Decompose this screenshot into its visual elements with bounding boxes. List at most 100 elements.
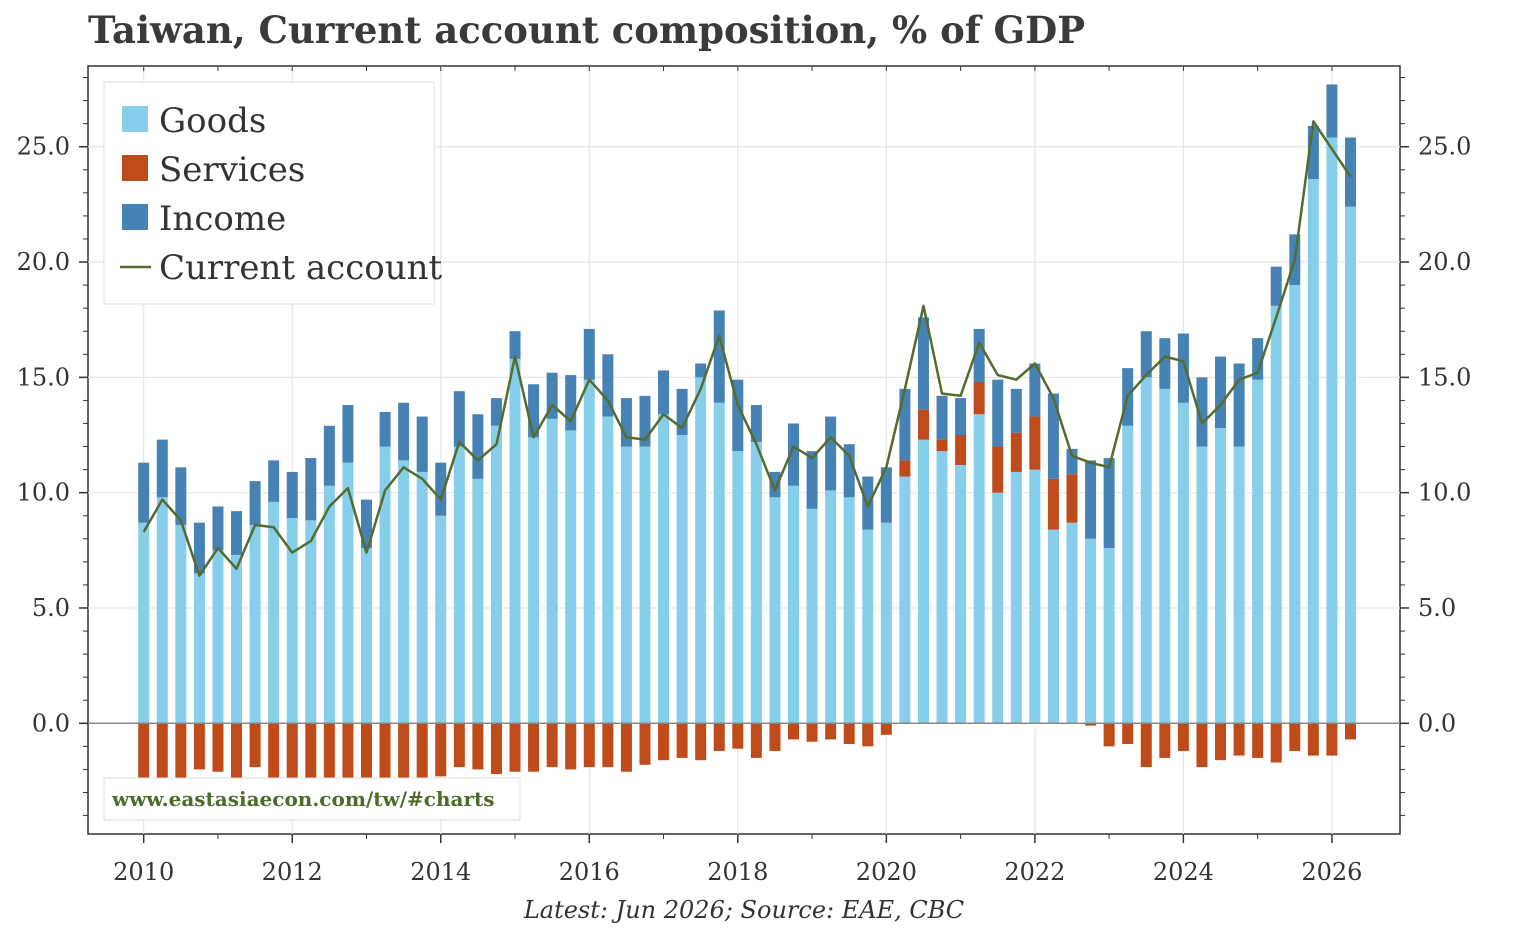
bar-services bbox=[732, 723, 744, 749]
bar-income bbox=[175, 467, 187, 525]
bar-services bbox=[565, 723, 577, 770]
bar-income bbox=[565, 375, 577, 431]
chart-title: Taiwan, Current account composition, % o… bbox=[88, 8, 1086, 52]
bar-income bbox=[713, 310, 725, 403]
bar-income bbox=[806, 451, 818, 509]
bar-income bbox=[509, 331, 521, 359]
bar-goods bbox=[695, 377, 707, 724]
bar-income bbox=[732, 379, 744, 452]
bar-services bbox=[973, 381, 985, 415]
bar-services bbox=[899, 460, 911, 477]
bar-services bbox=[1215, 723, 1227, 761]
bar-income bbox=[305, 458, 317, 521]
bar-services bbox=[1010, 432, 1022, 472]
bar-services bbox=[1066, 474, 1078, 523]
y-tick-label-left: 15.0 bbox=[17, 363, 70, 391]
bar-goods bbox=[193, 573, 205, 724]
bar-goods bbox=[528, 437, 540, 724]
bar-goods bbox=[156, 497, 168, 724]
bar-services bbox=[788, 723, 800, 740]
bar-goods bbox=[917, 439, 929, 724]
bar-services bbox=[1140, 723, 1152, 768]
bar-goods bbox=[1270, 305, 1282, 724]
legend-swatch-income bbox=[122, 204, 148, 230]
bar-goods bbox=[620, 446, 632, 724]
bar-income bbox=[769, 471, 781, 498]
bar-services bbox=[472, 723, 484, 770]
bar-goods bbox=[323, 485, 335, 724]
bar-services bbox=[1029, 416, 1041, 470]
bar-goods bbox=[286, 518, 298, 724]
bar-goods bbox=[490, 425, 502, 724]
bar-income bbox=[620, 398, 632, 447]
bar-income bbox=[212, 506, 224, 551]
bar-income bbox=[917, 317, 929, 410]
bar-income bbox=[1029, 363, 1041, 417]
watermark-background bbox=[103, 777, 521, 821]
bar-goods bbox=[676, 435, 688, 724]
y-tick-label-right: 25.0 bbox=[1418, 133, 1471, 161]
bar-services bbox=[231, 723, 243, 786]
bar-goods bbox=[453, 446, 465, 724]
bar-income bbox=[1140, 331, 1152, 378]
bar-goods bbox=[546, 418, 558, 724]
bar-services bbox=[602, 723, 614, 768]
y-tick-label-right: 5.0 bbox=[1418, 594, 1456, 622]
bar-goods bbox=[1252, 379, 1264, 724]
bar-goods bbox=[1233, 446, 1245, 724]
y-tick-label-left: 25.0 bbox=[17, 133, 70, 161]
bar-goods bbox=[1103, 548, 1115, 724]
y-tick-label-right: 20.0 bbox=[1418, 248, 1471, 276]
bar-services bbox=[360, 723, 372, 802]
bar-income bbox=[1103, 458, 1115, 549]
bar-goods bbox=[1177, 402, 1189, 724]
legend-swatch-goods bbox=[122, 106, 148, 132]
bar-goods bbox=[342, 462, 354, 724]
bar-goods bbox=[732, 451, 744, 724]
bar-income bbox=[1066, 448, 1078, 475]
bar-income bbox=[1085, 460, 1097, 539]
bar-goods bbox=[1159, 388, 1171, 724]
bar-services bbox=[323, 723, 335, 802]
bar-goods bbox=[806, 508, 818, 724]
watermark-link[interactable]: www.eastasiaecon.com/tw/#charts bbox=[111, 787, 495, 811]
bar-services bbox=[1103, 723, 1115, 747]
legend-box bbox=[103, 81, 435, 305]
bar-income bbox=[1196, 377, 1208, 447]
bar-income bbox=[231, 511, 243, 555]
bar-goods bbox=[1289, 285, 1301, 724]
bar-income bbox=[1307, 125, 1319, 180]
bar-income bbox=[360, 499, 372, 549]
bar-income bbox=[788, 423, 800, 486]
bar-income bbox=[193, 522, 205, 574]
bar-services bbox=[992, 446, 1004, 493]
x-tick-label: 2022 bbox=[1004, 858, 1065, 886]
current-account-line bbox=[142, 120, 1352, 577]
bar-goods bbox=[565, 430, 577, 724]
bar-income bbox=[546, 372, 558, 419]
bar-income bbox=[268, 460, 280, 502]
bar-goods bbox=[602, 416, 614, 724]
bar-goods bbox=[843, 497, 855, 724]
bar-goods bbox=[583, 379, 595, 724]
bar-services bbox=[175, 723, 187, 784]
source-note: Latest: Jun 2026; Source: EAE, CBC bbox=[523, 896, 964, 924]
axes: 0.0 0.0 5.0 5.0 10.0 10.0 15.0 15.0 20.0 20.0 25.0… bbox=[17, 66, 1471, 886]
bar-goods bbox=[750, 441, 762, 724]
bar-goods bbox=[713, 402, 725, 724]
bar-goods bbox=[416, 471, 428, 724]
bar-goods bbox=[360, 548, 372, 724]
bar-services bbox=[639, 723, 651, 765]
bar-services bbox=[435, 723, 447, 777]
bar-services bbox=[1047, 478, 1059, 530]
bar-services bbox=[453, 723, 465, 768]
bar-income bbox=[528, 384, 540, 438]
bar-services bbox=[620, 723, 632, 772]
bar-goods bbox=[899, 476, 911, 724]
bar-services bbox=[583, 723, 595, 768]
bar-services bbox=[1233, 723, 1245, 756]
bar-income bbox=[955, 398, 967, 436]
x-tick-label: 2026 bbox=[1301, 858, 1362, 886]
bar-services bbox=[342, 723, 354, 798]
